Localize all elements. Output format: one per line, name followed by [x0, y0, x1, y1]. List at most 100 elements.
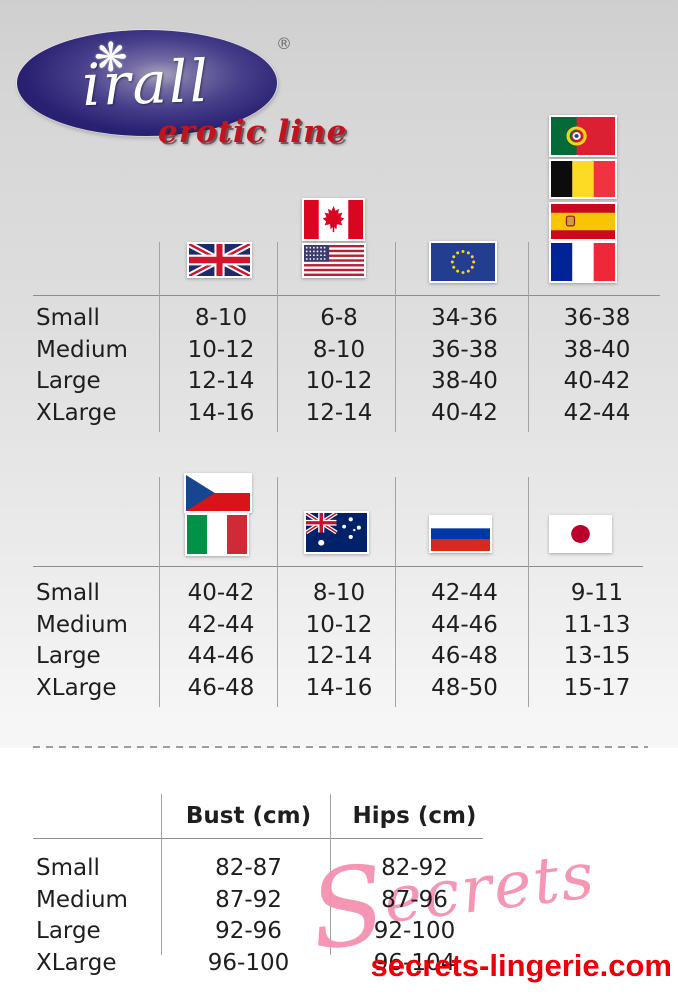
size-label: Large — [36, 918, 101, 944]
brand-name: irall — [80, 46, 212, 120]
size-value-fr: 36-38 — [563, 305, 631, 331]
flag-australia-icon — [304, 511, 369, 554]
table1-divider — [159, 242, 160, 432]
hips-header: Hips (cm) — [352, 803, 477, 829]
flag-canada-icon — [302, 198, 365, 241]
size-value-it: 44-46 — [187, 643, 255, 669]
bust-value: 96-100 — [207, 950, 290, 976]
table2-divider — [159, 477, 160, 707]
table2-header-line — [33, 566, 643, 567]
table3-header-line — [33, 838, 483, 839]
size-label: Large — [36, 368, 101, 394]
size-label: Large — [36, 643, 101, 669]
size-value-uk: 12-14 — [187, 368, 255, 394]
flag-european-union-icon — [429, 241, 497, 283]
size-label: Small — [36, 580, 100, 606]
size-value-eu: 38-40 — [431, 368, 498, 394]
size-value-it: 40-42 — [187, 580, 255, 606]
empty-header-cell — [33, 800, 164, 832]
size-value-it: 42-44 — [187, 612, 255, 638]
table3-divider — [330, 794, 331, 955]
flag-czech-republic-icon — [184, 473, 252, 513]
hips-value: 92-100 — [373, 918, 456, 944]
flag-united-kingdom-icon — [187, 242, 252, 278]
bottom-white-panel — [0, 748, 678, 1000]
registered-trademark-icon: ® — [276, 34, 292, 53]
size-label: Medium — [36, 337, 128, 363]
table2-divider — [395, 477, 396, 707]
size-value-uk: 10-12 — [187, 337, 255, 363]
irall-logo-oval — [17, 30, 277, 136]
size-value-jp: 9-11 — [570, 580, 624, 606]
size-label: XLarge — [36, 675, 117, 701]
table-row: Medium 87-92 87-96 — [33, 884, 496, 916]
dashed-divider — [33, 746, 648, 748]
flag-russia-icon — [429, 515, 492, 553]
table-row: Small 40-42 8-10 42-44 9-11 — [33, 577, 663, 609]
table-row: Medium 42-44 10-12 44-46 11-13 — [33, 609, 663, 641]
size-value-fr: 42-44 — [563, 400, 631, 426]
size-value-au: 10-12 — [305, 612, 373, 638]
flag-belgium-icon — [549, 159, 617, 199]
size-value-us: 8-10 — [312, 337, 366, 363]
table-row: Small 82-87 82-92 — [33, 852, 496, 884]
size-value-au: 12-14 — [305, 643, 373, 669]
table2-divider — [528, 477, 529, 707]
flag-united-states-icon — [302, 243, 366, 278]
size-value-us: 10-12 — [305, 368, 373, 394]
table1-divider — [528, 242, 529, 432]
website-url: secrets-lingerie.com — [370, 948, 672, 983]
bust-header: Bust (cm) — [185, 803, 312, 829]
flag-france-icon — [549, 241, 617, 283]
table1-header-line — [33, 295, 660, 296]
size-label: Medium — [36, 612, 128, 638]
table-row: Large 44-46 12-14 46-48 13-15 — [33, 640, 663, 672]
size-value-jp: 13-15 — [563, 643, 631, 669]
size-value-au: 8-10 — [312, 580, 366, 606]
size-value-eu: 40-42 — [431, 400, 498, 426]
size-value-us: 6-8 — [320, 305, 358, 331]
table-row: Small 8-10 6-8 34-36 36-38 — [33, 302, 663, 334]
size-label: XLarge — [36, 950, 117, 976]
size-label: Medium — [36, 887, 128, 913]
size-value-eu: 34-36 — [431, 305, 498, 331]
table1-divider — [277, 242, 278, 432]
flag-italy-icon — [185, 513, 249, 556]
size-value-ru: 44-46 — [431, 612, 498, 638]
table1-divider — [395, 242, 396, 432]
size-value-us: 12-14 — [305, 400, 373, 426]
hips-value: 82-92 — [381, 855, 448, 881]
size-label: Small — [36, 305, 100, 331]
table-row: Medium 10-12 8-10 36-38 38-40 — [33, 334, 663, 366]
size-label: Small — [36, 855, 100, 881]
table-row: XLarge 14-16 12-14 40-42 42-44 — [33, 397, 663, 429]
table-header-row: Bust (cm) Hips (cm) — [33, 800, 496, 832]
table2-divider — [277, 477, 278, 707]
table-row: XLarge 96-100 96-104 — [33, 947, 496, 979]
flag-portugal-icon — [549, 115, 617, 157]
size-value-ru: 42-44 — [431, 580, 498, 606]
size-value-jp: 11-13 — [563, 612, 631, 638]
size-value-ru: 46-48 — [431, 643, 498, 669]
size-label: XLarge — [36, 400, 117, 426]
flag-spain-icon — [549, 202, 617, 241]
bust-value: 92-96 — [215, 918, 282, 944]
table-row: Large 12-14 10-12 38-40 40-42 — [33, 365, 663, 397]
size-value-it: 46-48 — [187, 675, 255, 701]
size-value-ru: 48-50 — [431, 675, 498, 701]
table-row: XLarge 46-48 14-16 48-50 15-17 — [33, 672, 663, 704]
size-value-uk: 14-16 — [187, 400, 255, 426]
flower-icon: ❋ — [94, 35, 128, 81]
hips-value: 96-104 — [373, 950, 456, 976]
bust-value: 87-92 — [215, 887, 282, 913]
size-value-jp: 15-17 — [563, 675, 631, 701]
bust-value: 82-87 — [215, 855, 282, 881]
logo-tagline: erotic line — [158, 114, 348, 150]
size-value-fr: 40-42 — [563, 368, 631, 394]
size-value-au: 14-16 — [305, 675, 373, 701]
size-value-fr: 38-40 — [563, 337, 631, 363]
flag-japan-icon — [549, 515, 612, 553]
hips-value: 87-96 — [381, 887, 448, 913]
size-value-uk: 8-10 — [194, 305, 248, 331]
